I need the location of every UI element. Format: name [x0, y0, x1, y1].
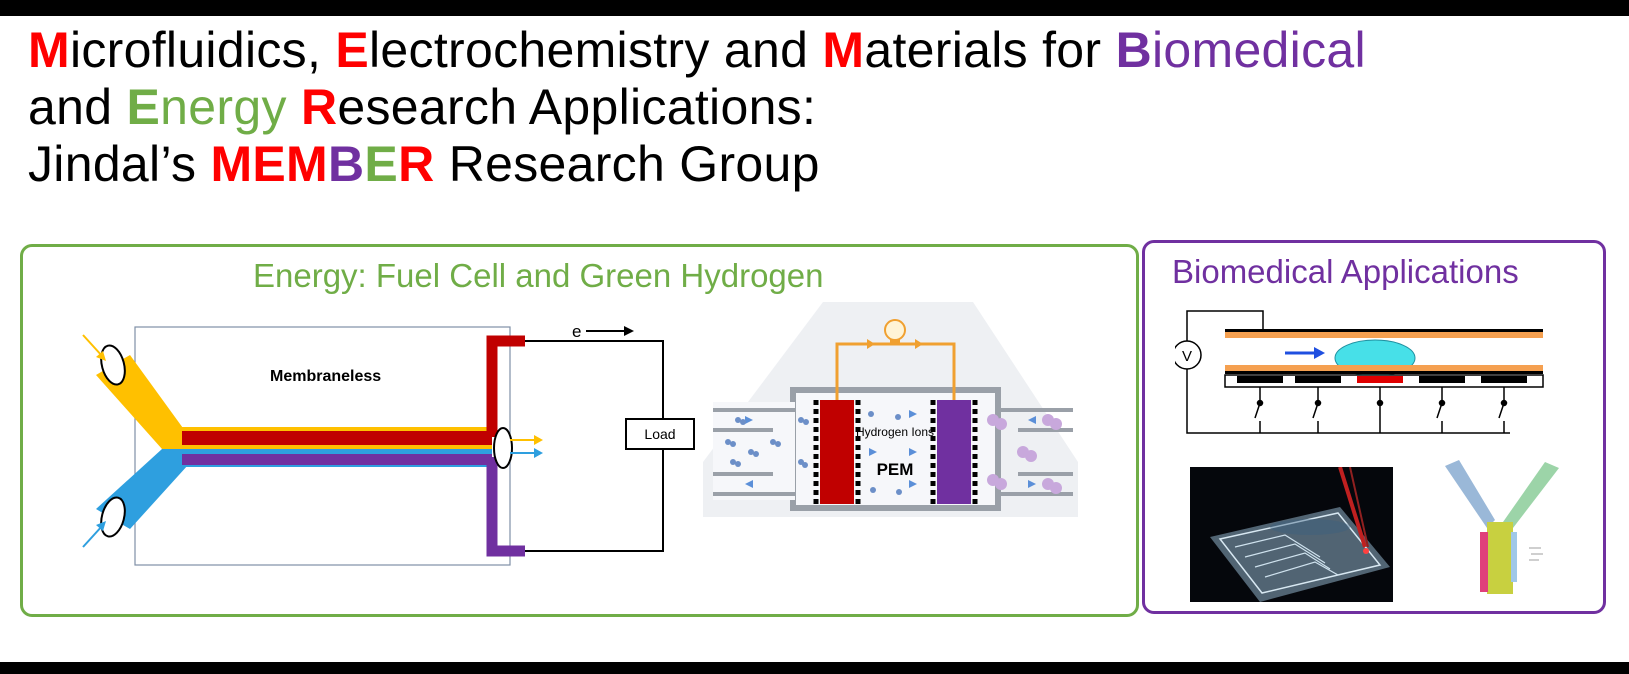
title-line-2: and Energy Research Applications: [28, 79, 1618, 136]
external-wire [525, 340, 664, 419]
title-initial-m: M [822, 22, 865, 78]
cathode-plate [937, 400, 971, 504]
bottom-black-bar [0, 662, 1629, 674]
stream-blue-lower [182, 465, 492, 467]
switch-array [1254, 387, 1508, 433]
lightbulb-icon [884, 319, 906, 345]
top-black-bar [0, 0, 1629, 16]
stream-purple [182, 454, 492, 465]
oxygen-molecules [987, 414, 1062, 494]
membraneless-label: Membraneless [270, 368, 381, 385]
anode-electrode [486, 335, 525, 437]
voltage-wire [1186, 369, 1510, 434]
electrowetting-diagram: V [1175, 310, 1544, 434]
title-initial-m: M [28, 22, 70, 78]
voltmeter [1175, 340, 1202, 370]
hydrogen-ions-label: Hydrogen Ions [856, 425, 934, 439]
title-initial-e: E [335, 22, 369, 78]
title-initial-b: B [1115, 22, 1152, 78]
pem-label: PEM [877, 460, 914, 479]
outlet-arrowhead-blue [534, 448, 543, 458]
title-text: and [28, 79, 127, 135]
member-b: B [328, 136, 365, 192]
cathode-electrode [486, 457, 525, 557]
top-plate [1225, 329, 1543, 332]
outlet-arrowhead-yellow [534, 435, 543, 445]
title-text: Research Group [434, 136, 820, 192]
electron-arrowhead [624, 326, 634, 336]
title-text: esearch Applications: [337, 79, 817, 135]
load-resistor [625, 418, 695, 450]
circuit-arrow [915, 339, 923, 349]
circuit-arrow [867, 339, 875, 349]
title-text: Jindal’s [28, 136, 211, 192]
inlet-port-top [100, 344, 126, 386]
stream-blue [182, 449, 492, 454]
stream-orange [182, 427, 492, 431]
gas-channel-left [713, 402, 795, 500]
load-label: Load [644, 426, 675, 442]
title-text: iomedical [1151, 22, 1366, 78]
biomedical-panel-title: Biomedical Applications [1172, 253, 1519, 290]
inlet-port-bottom [100, 496, 126, 538]
hydrogen-molecules [725, 411, 902, 495]
inlet-arrowhead-top [96, 351, 106, 361]
pem-fuel-cell-diagram: Hydrogen Ions PEM [703, 302, 1078, 517]
voltmeter-label: V [1182, 348, 1192, 365]
energy-panel: Energy: Fuel Cell and Green Hydrogen Loa… [20, 244, 1139, 617]
inlet-arrow-top [82, 334, 104, 358]
outlet-port [493, 427, 513, 469]
member-r: R [398, 136, 435, 192]
title-text: aterials for [864, 22, 1116, 78]
title-line-1: Microfluidics, Electrochemistry and Mate… [28, 22, 1618, 79]
inlet-arrow-bottom [82, 524, 104, 548]
title-text: nergy [160, 79, 301, 135]
voltage-wire [1186, 310, 1264, 341]
title-text: icrofluidics, [69, 22, 336, 78]
member-e: E [364, 136, 399, 192]
energy-panel-title: Energy: Fuel Cell and Green Hydrogen [253, 257, 824, 294]
member-mem: MEM [210, 136, 328, 192]
title-initial-r: R [300, 79, 338, 135]
microfluidic-chip-photo [1190, 467, 1393, 602]
top-dielectric [1225, 332, 1543, 338]
title-text: lectrochemistry and [369, 22, 823, 78]
title-line-3: Jindal’s MEMBER Research Group [28, 136, 1618, 193]
electrode-array [1237, 376, 1527, 383]
bottom-plate [1225, 371, 1543, 374]
page-title: Microfluidics, Electrochemistry and Mate… [28, 22, 1618, 193]
title-initial-e: E [126, 79, 161, 135]
arrows-flow [745, 410, 1036, 488]
stream-red [182, 431, 492, 445]
inlet-arrowhead-bottom [96, 521, 106, 531]
stream-yellow [182, 445, 492, 449]
electron-label: e [572, 322, 581, 341]
external-wire [525, 449, 664, 552]
motion-arrowhead [1314, 347, 1325, 359]
antibody-sensor-illustration [1445, 458, 1575, 603]
anode-plate [820, 400, 854, 504]
biomedical-panel: Biomedical Applications V [1142, 240, 1606, 614]
membraneless-fuel-cell-diagram: Load e Membraneless [82, 322, 695, 566]
bottom-dielectric [1225, 365, 1543, 371]
